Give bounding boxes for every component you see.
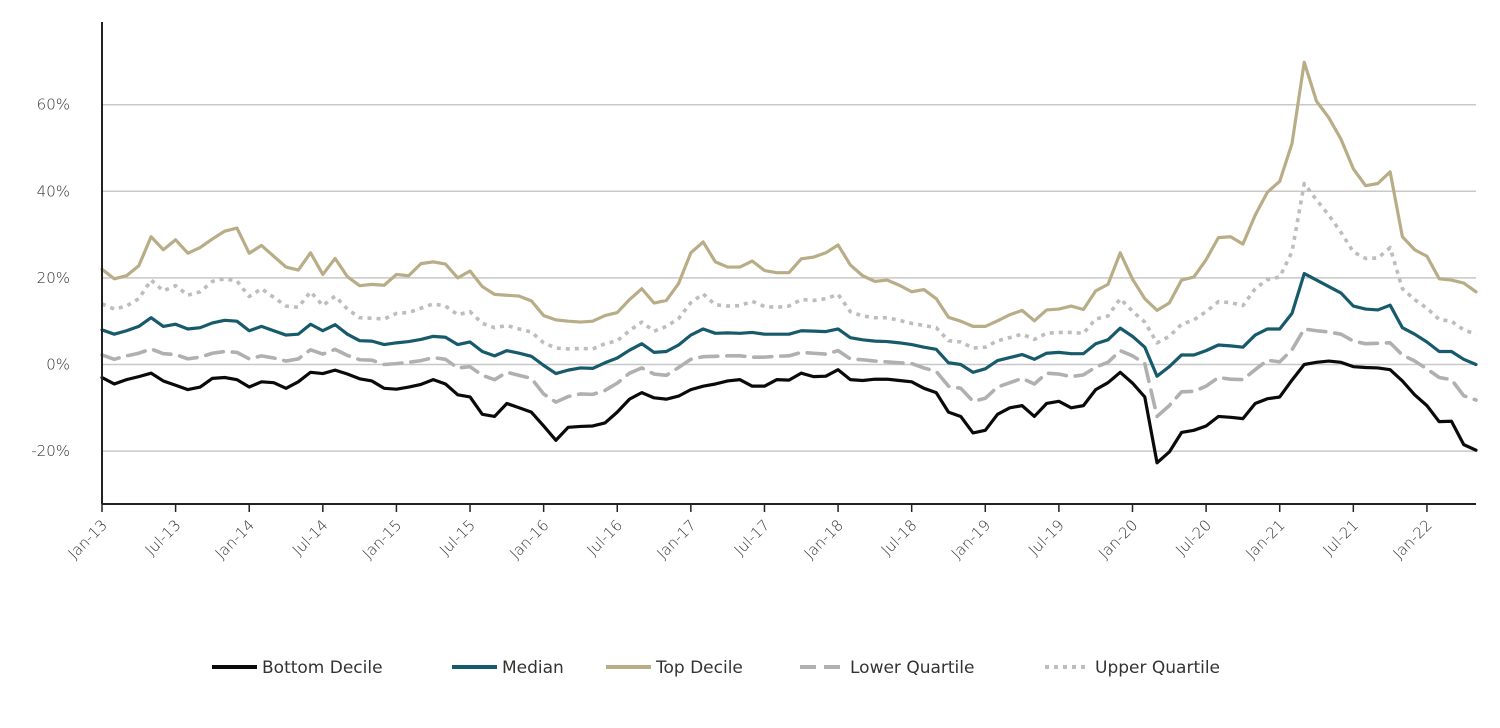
x-tick-label: Jan-15 <box>359 516 405 562</box>
x-tick-label: Jan-22 <box>1389 516 1435 562</box>
x-tick-label: Jan-19 <box>948 516 994 562</box>
x-tick-label: Jul-19 <box>1025 516 1068 559</box>
x-tick-label: Jan-20 <box>1095 516 1141 562</box>
x-tick-label: Jul-14 <box>289 516 332 559</box>
x-axis-ticks: Jan-13 Jul-13 Jan-14 Jul-14 Jan-15 Jul-15 Jan-… <box>64 504 1436 563</box>
x-tick-label: Jul-21 <box>1319 516 1362 559</box>
legend-label: Lower Quartile <box>850 658 974 678</box>
series-line-top-decile <box>100 60 1478 328</box>
series-line-median <box>100 271 1478 378</box>
y-tick-label: -20% <box>31 442 70 460</box>
x-tick-label: Jan-13 <box>64 516 110 562</box>
series-lines <box>100 60 1478 465</box>
x-tick-label: Jul-15 <box>436 516 479 559</box>
y-axis-ticks: -20% 0% 20% 40% 60% <box>31 96 70 460</box>
legend: Bottom Decile Median Top Decile Lower Quart… <box>212 658 1220 678</box>
x-tick-label: Jul-17 <box>730 516 773 559</box>
x-tick-label: Jul-13 <box>142 516 185 559</box>
x-tick-label: Jan-17 <box>653 516 699 562</box>
legend-label: Top Decile <box>655 658 743 678</box>
x-tick-label: Jul-20 <box>1172 516 1215 559</box>
x-tick-label: Jan-21 <box>1242 516 1288 562</box>
series-line-bottom-decile <box>100 359 1478 465</box>
x-tick-label: Jan-16 <box>506 516 552 562</box>
series-line-upper-quartile <box>101 181 1477 351</box>
gridlines <box>102 103 1476 452</box>
y-tick-label: 60% <box>37 96 70 114</box>
legend-label: Bottom Decile <box>262 658 383 678</box>
x-tick-label: Jul-16 <box>583 516 626 559</box>
y-tick-label: 0% <box>46 356 70 374</box>
x-tick-label: Jan-18 <box>800 516 846 562</box>
x-tick-label: Jul-18 <box>878 516 921 559</box>
x-tick-label: Jan-14 <box>212 516 258 562</box>
series-line-lower-quartile <box>100 327 1478 419</box>
legend-label: Upper Quartile <box>1095 658 1220 678</box>
y-tick-label: 20% <box>37 269 70 287</box>
legend-label: Median <box>502 658 564 678</box>
y-tick-label: 40% <box>37 182 70 200</box>
